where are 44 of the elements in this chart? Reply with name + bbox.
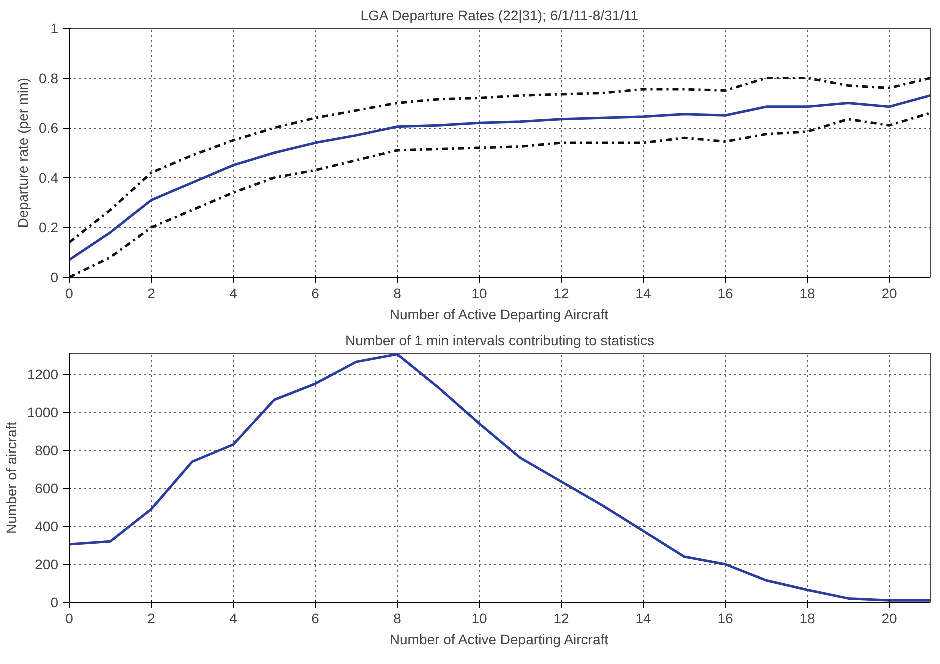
x-tick-label: 18 xyxy=(800,610,816,626)
y-tick-label: 0.2 xyxy=(39,220,59,236)
y-axis-title: Departure rate (per min) xyxy=(15,78,32,228)
x-tick-label: 8 xyxy=(394,610,402,626)
x-tick-label: 10 xyxy=(472,610,488,626)
y-tick-label: 1 xyxy=(50,20,59,36)
x-tick-label: 0 xyxy=(66,610,74,626)
y-tick-label: 0 xyxy=(50,270,59,286)
x-tick-label: 4 xyxy=(230,286,238,302)
x-tick-label: 2 xyxy=(148,610,156,626)
y-tick-label: 0.6 xyxy=(39,120,59,136)
y-tick-label: 200 xyxy=(35,556,59,572)
y-tick-label: 400 xyxy=(35,518,59,534)
y-tick-label: 0 xyxy=(50,594,59,610)
y-tick-label: 800 xyxy=(35,442,59,458)
x-tick-label: 16 xyxy=(718,286,734,302)
x-tick-label: 10 xyxy=(472,286,488,302)
chart-title: LGA Departure Rates (22|31); 6/1/11-8/31/11 xyxy=(360,8,639,24)
x-tick-label: 12 xyxy=(554,286,570,302)
x-tick-label: 20 xyxy=(882,286,898,302)
x-tick-label: 2 xyxy=(148,286,156,302)
x-tick-label: 8 xyxy=(394,286,402,302)
x-tick-label: 14 xyxy=(636,286,652,302)
x-tick-label: 16 xyxy=(718,610,734,626)
line-series xyxy=(70,354,930,602)
x-tick-label: 14 xyxy=(636,610,652,626)
x-tick-label: 6 xyxy=(312,610,320,626)
x-tick-label: 6 xyxy=(312,286,320,302)
x-axis-title: Number of Active Departing Aircraft xyxy=(390,306,609,322)
y-tick-label: 0.4 xyxy=(39,170,59,186)
x-tick-label: 18 xyxy=(800,286,816,302)
x-tick-label: 4 xyxy=(230,610,238,626)
x-tick-label: 20 xyxy=(882,610,898,626)
line-series xyxy=(70,77,930,244)
y-axis-title: Number of aircraft xyxy=(3,422,20,534)
x-tick-label: 12 xyxy=(554,610,570,626)
y-tick-label: 1200 xyxy=(27,366,59,382)
y-tick-label: 0.8 xyxy=(39,70,59,86)
y-tick-label: 600 xyxy=(35,480,59,496)
chart-title: Number of 1 min intervals contributing to statistics xyxy=(346,332,654,348)
y-tick-label: 1000 xyxy=(27,404,59,420)
x-axis-title: Number of Active Departing Aircraft xyxy=(390,632,609,648)
x-tick-label: 0 xyxy=(66,286,74,302)
line-series xyxy=(70,94,930,262)
